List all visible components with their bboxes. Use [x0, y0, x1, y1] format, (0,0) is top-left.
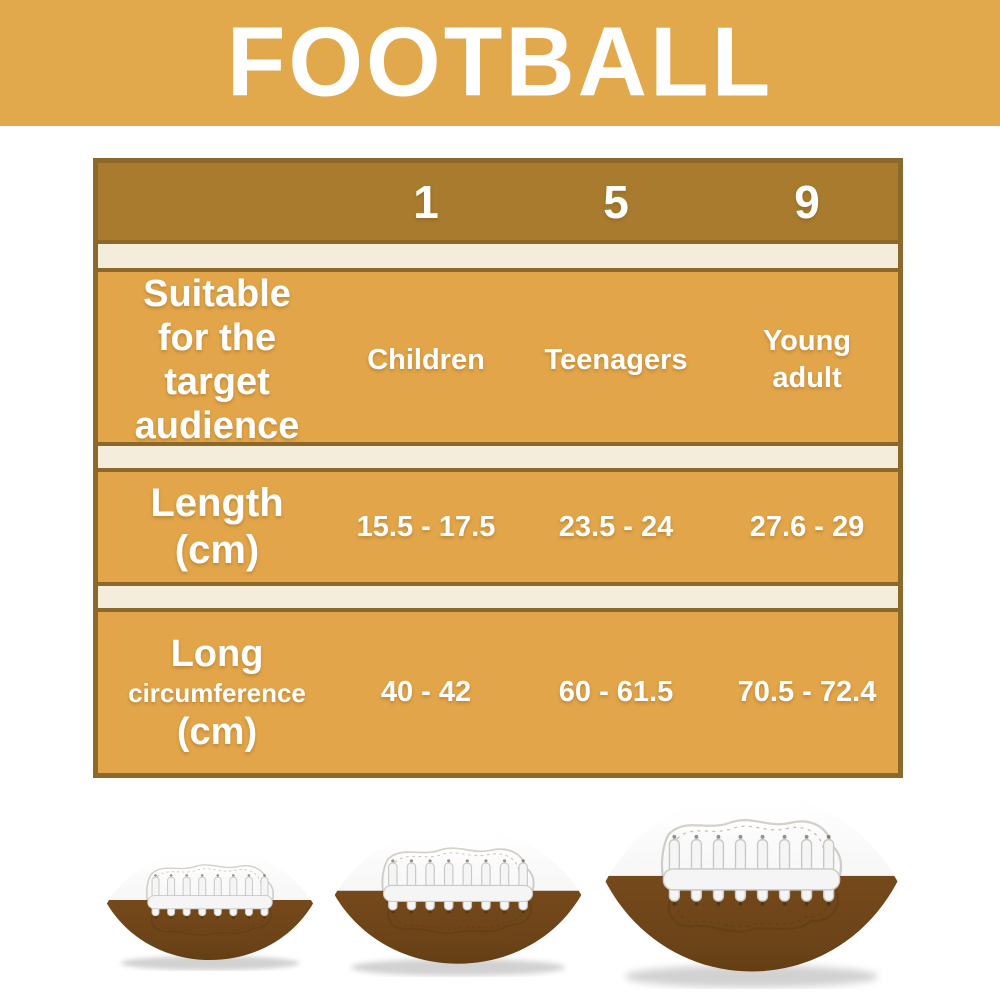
divider — [98, 582, 898, 586]
divider — [98, 240, 898, 244]
header-empty-cell — [98, 163, 336, 240]
cell-audience-size9: Young adult — [762, 325, 852, 394]
row-label-length: Length (cm) — [150, 481, 284, 572]
cell-audience-size1: Children — [367, 343, 485, 376]
page-title: FOOTBALL — [226, 7, 774, 118]
cell-circ-size1: 40 - 42 — [380, 676, 472, 708]
stripe — [98, 446, 898, 468]
divider — [98, 468, 898, 472]
title-banner: FOOTBALL — [0, 0, 1000, 126]
cell-audience-size5: Teenagers — [544, 343, 688, 376]
header-size-5: 5 — [603, 175, 629, 228]
cell-length-size5: 23.5 - 24 — [558, 510, 674, 543]
divider — [98, 442, 898, 446]
cell-circ-size5: 60 - 61.5 — [558, 676, 674, 708]
header-size-9: 9 — [794, 175, 820, 228]
row-label-circumference: Long circumference (cm) — [128, 632, 306, 753]
table-header-row: 1 5 9 — [98, 163, 898, 240]
table-row-audience: Suitable for the target audience Childre… — [98, 272, 898, 447]
football-icon — [103, 836, 317, 971]
stripe — [98, 244, 898, 268]
row-label-audience: Suitable for the target audience — [134, 273, 300, 447]
cell-length-size1: 15.5 - 17.5 — [356, 510, 496, 543]
divider — [98, 608, 898, 612]
size-table: 1 5 9 Suitable for the target audience C… — [93, 158, 903, 778]
cell-length-size9: 27.6 - 29 — [749, 510, 865, 543]
divider — [98, 268, 898, 272]
football-icon — [600, 774, 903, 989]
football-icon — [330, 813, 586, 977]
cell-circ-size9: 70.5 - 72.4 — [737, 676, 877, 708]
header-size-1: 1 — [413, 175, 439, 228]
table-row-length: Length (cm) 15.5 - 17.5 23.5 - 24 27.6 -… — [98, 472, 898, 582]
table-row-circumference: Long circumference (cm) 40 - 42 60 - 61.… — [98, 612, 898, 773]
stripe — [98, 586, 898, 608]
